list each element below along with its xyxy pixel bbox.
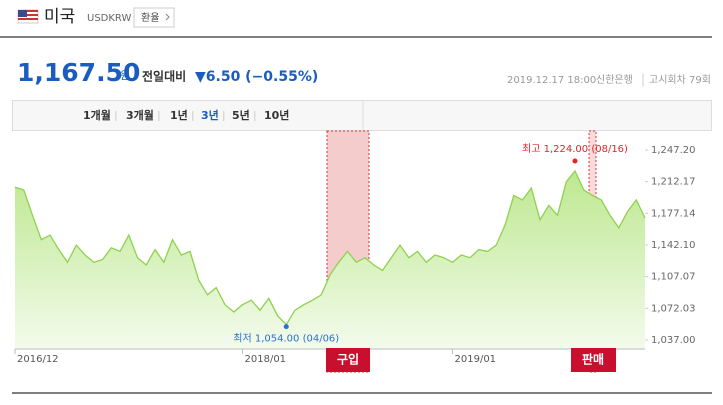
- min-point: [283, 324, 289, 330]
- change-label: 전일대비: [142, 69, 186, 84]
- line: [14, 169, 646, 326]
- tab-bar: [12, 100, 712, 131]
- y-tick-label: 1,177.14: [651, 208, 696, 219]
- y-tick-label: 1,037.00: [651, 335, 696, 346]
- buy-button[interactable]: [326, 348, 370, 372]
- tab[interactable]: 1년: [170, 108, 188, 122]
- buy-label[interactable]: 구입: [337, 353, 359, 367]
- y-tick-label: 1,107.07: [651, 272, 696, 283]
- x-tick-label: 2016/12: [17, 354, 59, 365]
- tab[interactable]: 5년: [232, 108, 250, 122]
- country: 미국: [44, 7, 75, 27]
- tab[interactable]: 10년: [264, 108, 289, 122]
- tab[interactable]: 1개월: [83, 108, 111, 122]
- arrow: [165, 13, 170, 21]
- max-point: [572, 158, 578, 164]
- flag: [17, 9, 39, 24]
- min-point-label: 최저 1,054.00 (04/06): [233, 333, 339, 345]
- tab[interactable]: 3년: [201, 108, 219, 122]
- code: USDKRW: [87, 13, 131, 24]
- round: 고시회차 79회: [649, 74, 711, 86]
- y-tick-label: 1,212.17: [651, 177, 696, 188]
- change: ▼6.50 (−0.55%): [195, 69, 318, 85]
- sell-button[interactable]: [571, 348, 616, 372]
- area-fill: [15, 171, 645, 349]
- bank: 신한은행: [596, 74, 633, 86]
- max-point-label: 최고 1,224.00 (08/16): [522, 143, 628, 155]
- rate-button[interactable]: [133, 7, 175, 28]
- sell-label[interactable]: 판매: [582, 352, 604, 367]
- y-tick-label: 1,142.10: [651, 240, 696, 251]
- y-tick-label: 1,247.20: [651, 145, 696, 156]
- x-tick-label: 2018/01: [245, 354, 287, 365]
- y-tick-label: 1,072.03: [651, 303, 696, 314]
- datetime: 2019.12.17 18:00: [507, 75, 596, 86]
- x-tick-label: 2019/01: [455, 354, 497, 365]
- tab[interactable]: 3개월: [126, 108, 154, 122]
- price-unit: 원: [120, 69, 130, 82]
- rate-button-text[interactable]: 환율: [141, 12, 159, 24]
- price: 1,167.50: [17, 58, 140, 87]
